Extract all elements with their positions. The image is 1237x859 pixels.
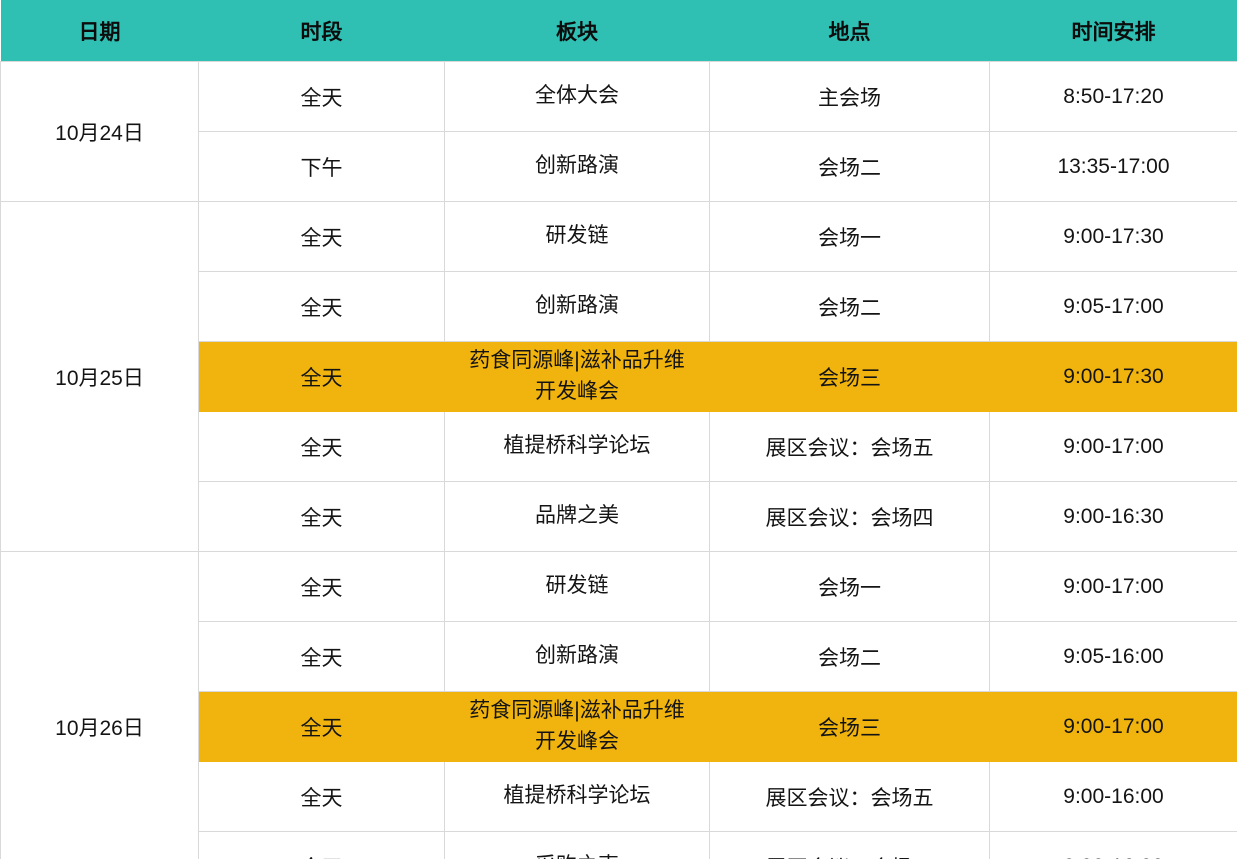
period-cell: 全天 — [198, 831, 445, 859]
table-row: 10月24日 全天 全体大会 主会场 8:50-17:20 — [0, 61, 1237, 202]
location-cell: 会场一 — [709, 201, 990, 272]
table-row: 全天 采购之声 展区会议：会场四 9:00-16:00 — [1, 831, 1237, 859]
time-cell: 9:00-17:30 — [989, 341, 1237, 412]
period-cell: 全天 — [198, 61, 445, 132]
location-cell: 会场三 — [709, 341, 990, 412]
section-cell: 植提桥科学论坛 — [444, 761, 710, 832]
location-cell: 展区会议：会场四 — [709, 481, 990, 552]
time-cell: 9:00-16:00 — [989, 831, 1237, 859]
period-cell: 全天 — [198, 271, 445, 342]
time-cell: 9:00-17:00 — [989, 411, 1237, 482]
location-cell: 主会场 — [709, 61, 990, 132]
table-row: 全天 创新路演 会场二 9:05-16:00 — [1, 621, 1237, 692]
date-cell: 10月26日 — [0, 551, 199, 859]
location-cell: 会场二 — [709, 621, 990, 692]
table-row: 下午 创新路演 会场二 13:35-17:00 — [1, 131, 1237, 202]
table-row-highlighted: 全天 药食同源峰|滋补品升维 开发峰会 会场三 9:00-17:30 — [1, 341, 1237, 412]
section-cell: 药食同源峰|滋补品升维 开发峰会 — [444, 691, 710, 762]
header-date: 日期 — [0, 0, 199, 62]
period-cell: 全天 — [198, 481, 445, 552]
section-cell: 药食同源峰|滋补品升维 开发峰会 — [444, 341, 710, 412]
period-cell: 下午 — [198, 131, 445, 202]
time-cell: 9:05-16:00 — [989, 621, 1237, 692]
table-row: 10月25日 全天 研发链 会场一 9:00-17:30 — [0, 201, 1237, 552]
table-row: 10月26日 全天 研发链 会场一 9:00-17:00 — [0, 551, 1237, 859]
period-cell: 全天 — [198, 201, 445, 272]
time-cell: 9:00-17:30 — [989, 201, 1237, 272]
section-cell: 研发链 — [444, 551, 710, 622]
section-cell: 研发链 — [444, 201, 710, 272]
period-cell: 全天 — [198, 551, 445, 622]
section-cell: 创新路演 — [444, 131, 710, 202]
period-cell: 全天 — [198, 341, 445, 412]
location-cell: 会场二 — [709, 271, 990, 342]
time-cell: 9:00-16:00 — [989, 761, 1237, 832]
section-cell: 植提桥科学论坛 — [444, 411, 710, 482]
time-cell: 8:50-17:20 — [989, 61, 1237, 132]
location-cell: 展区会议：会场四 — [709, 831, 990, 859]
date-cell: 10月25日 — [0, 201, 199, 552]
section-cell: 创新路演 — [444, 621, 710, 692]
table-row-highlighted: 全天 药食同源峰|滋补品升维 开发峰会 会场三 9:00-17:00 — [1, 691, 1237, 762]
period-cell: 全天 — [198, 411, 445, 482]
time-cell: 9:00-17:00 — [989, 551, 1237, 622]
header-section: 板块 — [444, 0, 710, 62]
header-period: 时段 — [198, 0, 445, 62]
period-cell: 全天 — [198, 761, 445, 832]
location-cell: 会场二 — [709, 131, 990, 202]
table-row: 全天 植提桥科学论坛 展区会议：会场五 9:00-17:00 — [1, 411, 1237, 482]
table-row: 全天 植提桥科学论坛 展区会议：会场五 9:00-16:00 — [1, 761, 1237, 832]
section-cell: 全体大会 — [444, 61, 710, 132]
time-cell: 9:00-17:00 — [989, 691, 1237, 762]
header-row: 日期 时段 板块 地点 时间安排 — [0, 0, 1237, 62]
section-cell: 品牌之美 — [444, 481, 710, 552]
location-cell: 展区会议：会场五 — [709, 761, 990, 832]
time-cell: 9:05-17:00 — [989, 271, 1237, 342]
table-row: 全天 品牌之美 展区会议：会场四 9:00-16:30 — [1, 481, 1237, 552]
time-cell: 13:35-17:00 — [989, 131, 1237, 202]
location-cell: 展区会议：会场五 — [709, 411, 990, 482]
period-cell: 全天 — [198, 691, 445, 762]
section-cell: 创新路演 — [444, 271, 710, 342]
location-cell: 会场一 — [709, 551, 990, 622]
table-row: 全天 创新路演 会场二 9:05-17:00 — [1, 271, 1237, 342]
header-time: 时间安排 — [989, 0, 1237, 62]
date-cell: 10月24日 — [0, 61, 199, 202]
header-location: 地点 — [709, 0, 990, 62]
time-cell: 9:00-16:30 — [989, 481, 1237, 552]
section-cell: 采购之声 — [444, 831, 710, 859]
location-cell: 会场三 — [709, 691, 990, 762]
period-cell: 全天 — [198, 621, 445, 692]
